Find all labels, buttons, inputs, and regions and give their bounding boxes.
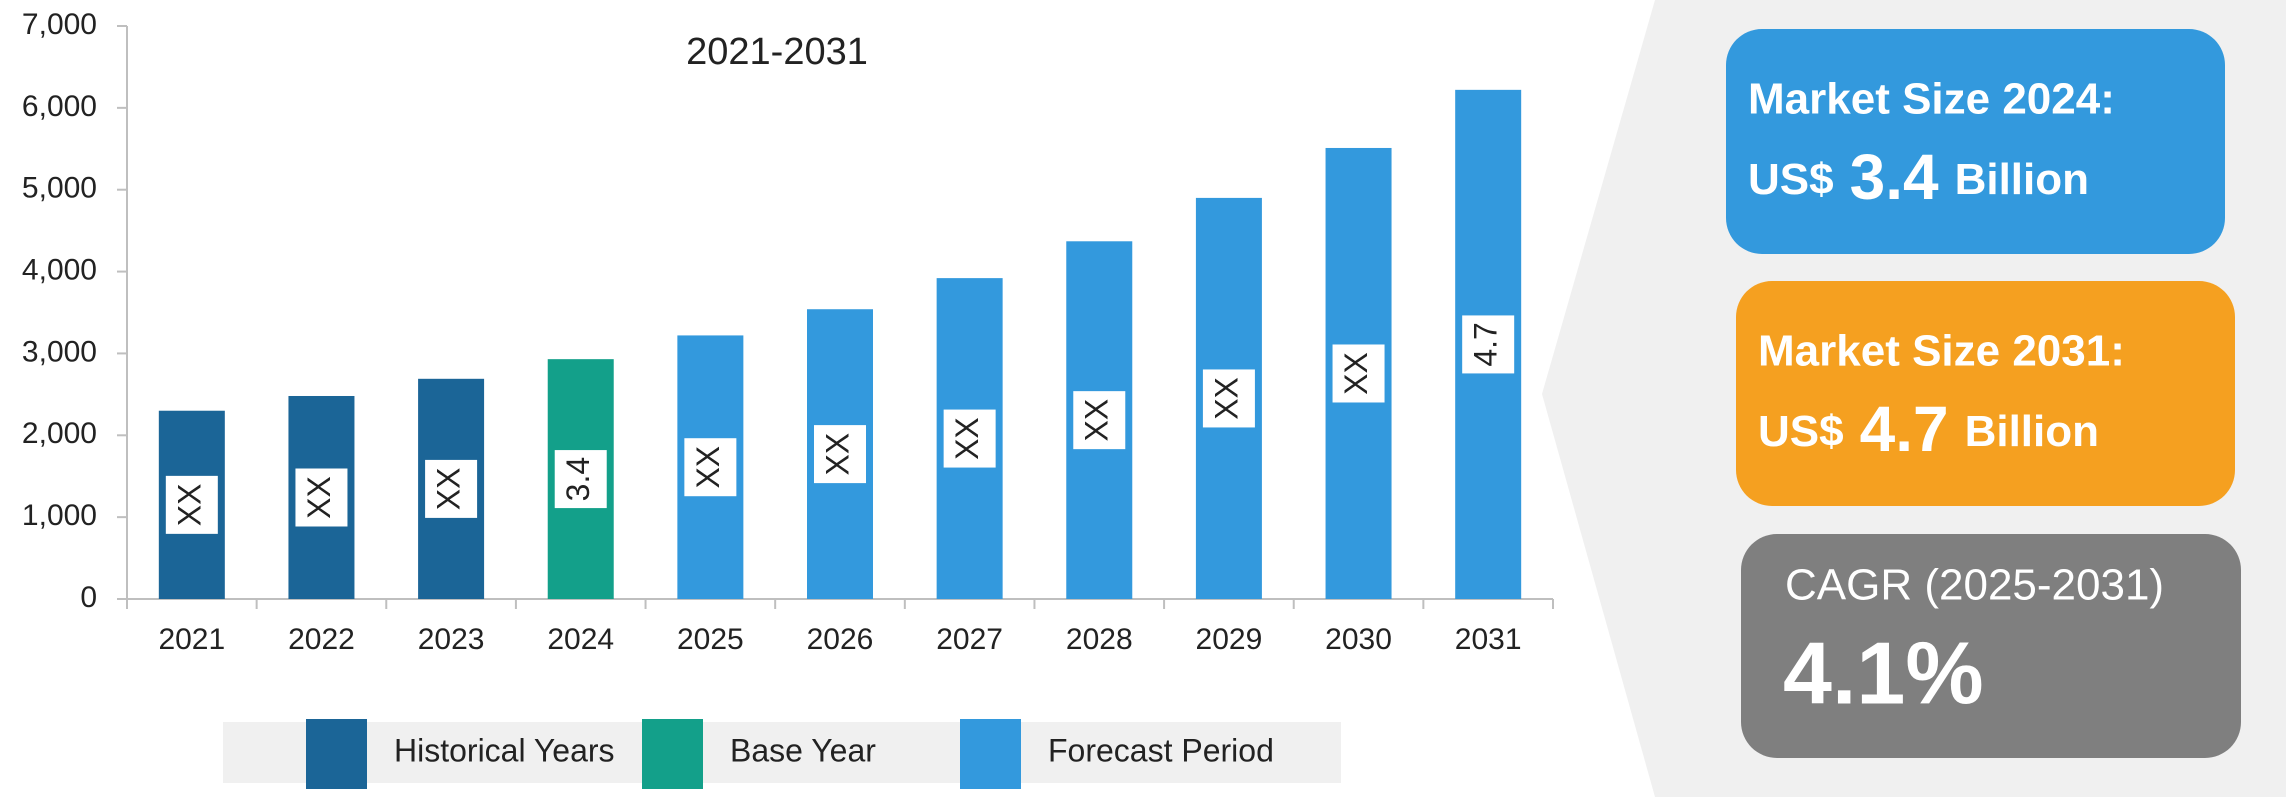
bar-label: XX xyxy=(301,476,337,519)
bar-label: XX xyxy=(1338,352,1374,395)
bar-label-box xyxy=(814,425,866,484)
y-tick-label: 4,000 xyxy=(22,253,97,286)
panel-unit: Billion xyxy=(1965,407,2099,456)
y-tick-label: 7,000 xyxy=(22,8,97,41)
x-tick-label: 2029 xyxy=(1196,623,1263,656)
bar-label-box xyxy=(1202,369,1255,428)
panels: Market Size 2024: US$ 3.4 Billion Market Siz… xyxy=(1726,29,2241,758)
legend-swatch xyxy=(960,719,1021,789)
x-tick-label: 2031 xyxy=(1455,623,1522,656)
panel-unit: Billion xyxy=(1955,155,2089,204)
x-tick-label: 2021 xyxy=(158,623,225,656)
bar-label-box xyxy=(425,459,478,518)
bar-label: XX xyxy=(1208,377,1244,420)
y-tick-label: 2,000 xyxy=(22,417,97,450)
legend-label: Base Year xyxy=(730,732,876,768)
bar-label-box xyxy=(1332,344,1385,403)
bar-label: XX xyxy=(431,468,467,511)
x-tick-label: 2024 xyxy=(547,623,614,656)
cagr-title: CAGR (2025-2031) xyxy=(1785,561,2164,610)
panel-prefix: US$ xyxy=(1758,407,1844,456)
x-tick-label: 2026 xyxy=(807,623,874,656)
bar-label-box xyxy=(1462,315,1515,374)
x-tick-label: 2028 xyxy=(1066,623,1133,656)
bar-label-box xyxy=(684,438,737,497)
bar-label: XX xyxy=(1079,399,1115,442)
panel-prefix: US$ xyxy=(1748,155,1834,204)
panel-value-line: US$ 4.7 Billion xyxy=(1758,393,2099,465)
bar-label: XX xyxy=(949,417,985,460)
y-tick-label: 5,000 xyxy=(22,172,97,205)
bar-label-box xyxy=(165,475,218,534)
y-tick-label: 6,000 xyxy=(22,90,97,123)
legend-label: Historical Years xyxy=(394,732,615,768)
bar-label: XX xyxy=(690,446,726,489)
bar-label-box xyxy=(295,468,348,527)
legend-swatch xyxy=(642,719,703,789)
x-tick-label: 2025 xyxy=(677,623,744,656)
legend-box xyxy=(223,722,1341,783)
y-tick-label: 0 xyxy=(80,581,97,614)
x-tick-label: 2030 xyxy=(1325,623,1392,656)
x-tick-label: 2022 xyxy=(288,623,355,656)
panel-value: 3.4 xyxy=(1850,141,1939,213)
panel-value: 4.7 xyxy=(1860,393,1949,465)
bar-label-box xyxy=(1073,391,1126,450)
bar-label-box xyxy=(554,450,607,509)
panel-box xyxy=(1736,281,2235,506)
chart-title: 2021-2031 xyxy=(686,31,868,73)
legend-label: Forecast Period xyxy=(1048,732,1274,768)
bar-label: 4.7 xyxy=(1468,322,1504,366)
cagr-box xyxy=(1741,534,2241,758)
x-tick-label: 2027 xyxy=(936,623,1003,656)
bar-label: XX xyxy=(819,433,855,476)
x-tick-label: 2023 xyxy=(418,623,485,656)
panel-title: Market Size 2024: xyxy=(1748,75,2115,124)
y-tick-label: 3,000 xyxy=(22,335,97,368)
legend-swatch xyxy=(306,719,367,789)
panel-value-line: US$ 3.4 Billion xyxy=(1748,141,2089,213)
bar-label: XX xyxy=(171,484,207,527)
panel-title: Market Size 2031: xyxy=(1758,327,2125,376)
bar-label: 3.4 xyxy=(560,457,596,501)
y-tick-label: 1,000 xyxy=(22,499,97,532)
cagr-value: 4.1% xyxy=(1783,623,1984,722)
panel-box xyxy=(1726,29,2225,254)
bar-label-box xyxy=(943,409,996,468)
